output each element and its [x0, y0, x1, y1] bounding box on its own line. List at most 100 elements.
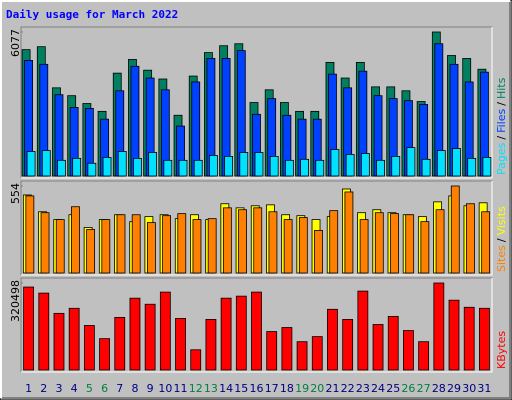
bar [360, 153, 370, 177]
bar [193, 159, 203, 177]
x-tick-label: 15 [234, 382, 248, 395]
bar [71, 206, 80, 274]
bar [162, 215, 171, 274]
bar [329, 210, 339, 274]
bar [345, 154, 355, 177]
bar [467, 157, 477, 177]
bar [298, 217, 308, 274]
bar [205, 319, 217, 371]
bar [281, 327, 293, 371]
bar [376, 159, 385, 177]
bar [38, 292, 50, 371]
bar [117, 151, 127, 177]
x-tick-label: 25 [386, 382, 400, 395]
bar [86, 229, 96, 274]
bar [342, 319, 354, 371]
x-tick-label: 21 [325, 382, 339, 395]
legend-separator: / [495, 136, 508, 140]
bar [72, 157, 82, 177]
x-tick-label: 23 [356, 382, 370, 395]
x-tick-label: 1 [25, 382, 32, 395]
bar [102, 156, 112, 177]
bar [57, 159, 66, 177]
x-tick-label: 19 [295, 382, 309, 395]
bar [359, 219, 369, 274]
bar [448, 299, 460, 371]
bar [238, 209, 247, 274]
bar [146, 222, 156, 274]
bar [266, 331, 278, 371]
bar [144, 303, 156, 371]
bar [133, 157, 142, 177]
legend-entry: Pages [495, 142, 508, 175]
bar [99, 338, 110, 371]
bar [269, 156, 279, 177]
bar [406, 147, 416, 177]
bar [296, 341, 308, 371]
bar [344, 191, 354, 274]
bar [116, 214, 126, 274]
x-tick-label: 22 [341, 382, 355, 395]
bar [315, 159, 325, 177]
bar [311, 336, 323, 371]
chart-title: Daily usage for March 2022 [6, 8, 178, 21]
bar [235, 295, 247, 371]
y-max-label: 554 [9, 183, 22, 204]
legend: KBytes [495, 331, 508, 369]
bar [192, 219, 202, 274]
bar [53, 312, 65, 371]
bar [177, 213, 187, 274]
bar [372, 324, 384, 371]
legend-separator: / [495, 238, 508, 242]
legend-entry: KBytes [495, 331, 508, 369]
bar [284, 159, 294, 177]
bar [482, 156, 492, 177]
x-tick-label: 6 [101, 382, 108, 395]
bar [481, 211, 491, 274]
bar [435, 209, 445, 274]
bar [190, 349, 202, 371]
bar [87, 162, 97, 177]
x-tick-label: 20 [310, 382, 324, 395]
bar [55, 219, 65, 274]
bar [23, 286, 34, 371]
bar [479, 307, 490, 371]
bar [357, 290, 369, 371]
plot-bevel [21, 27, 493, 179]
legend-separator: / [495, 102, 508, 106]
x-tick-label: 7 [116, 382, 123, 395]
x-tick-label: 16 [250, 382, 264, 395]
bar [40, 212, 50, 274]
legend-entry: Files [495, 108, 508, 132]
bar [207, 218, 217, 274]
bar [224, 156, 234, 177]
bar [374, 212, 384, 274]
y-max-label: 320498 [9, 280, 22, 322]
bar [114, 316, 126, 371]
x-tick-label: 30 [462, 382, 476, 395]
bar [239, 152, 249, 177]
bar [433, 282, 445, 371]
x-tick-label: 28 [432, 382, 446, 395]
bar [254, 152, 264, 177]
x-tick-label: 4 [71, 382, 78, 395]
bar [463, 306, 475, 371]
bar [420, 221, 430, 274]
bar [148, 152, 158, 177]
bar [421, 158, 431, 177]
bar [159, 291, 171, 371]
x-tick-label: 10 [158, 382, 172, 395]
legend-entry: Sites [495, 245, 508, 272]
x-tick-label: 24 [371, 382, 385, 395]
x-tick-label: 29 [447, 382, 461, 395]
bar [251, 291, 262, 371]
bar [268, 211, 278, 274]
bar [129, 297, 141, 371]
bar [330, 149, 340, 177]
bar [131, 214, 141, 274]
x-tick-label: 27 [417, 382, 431, 395]
bar [68, 307, 80, 371]
bar [178, 159, 188, 177]
